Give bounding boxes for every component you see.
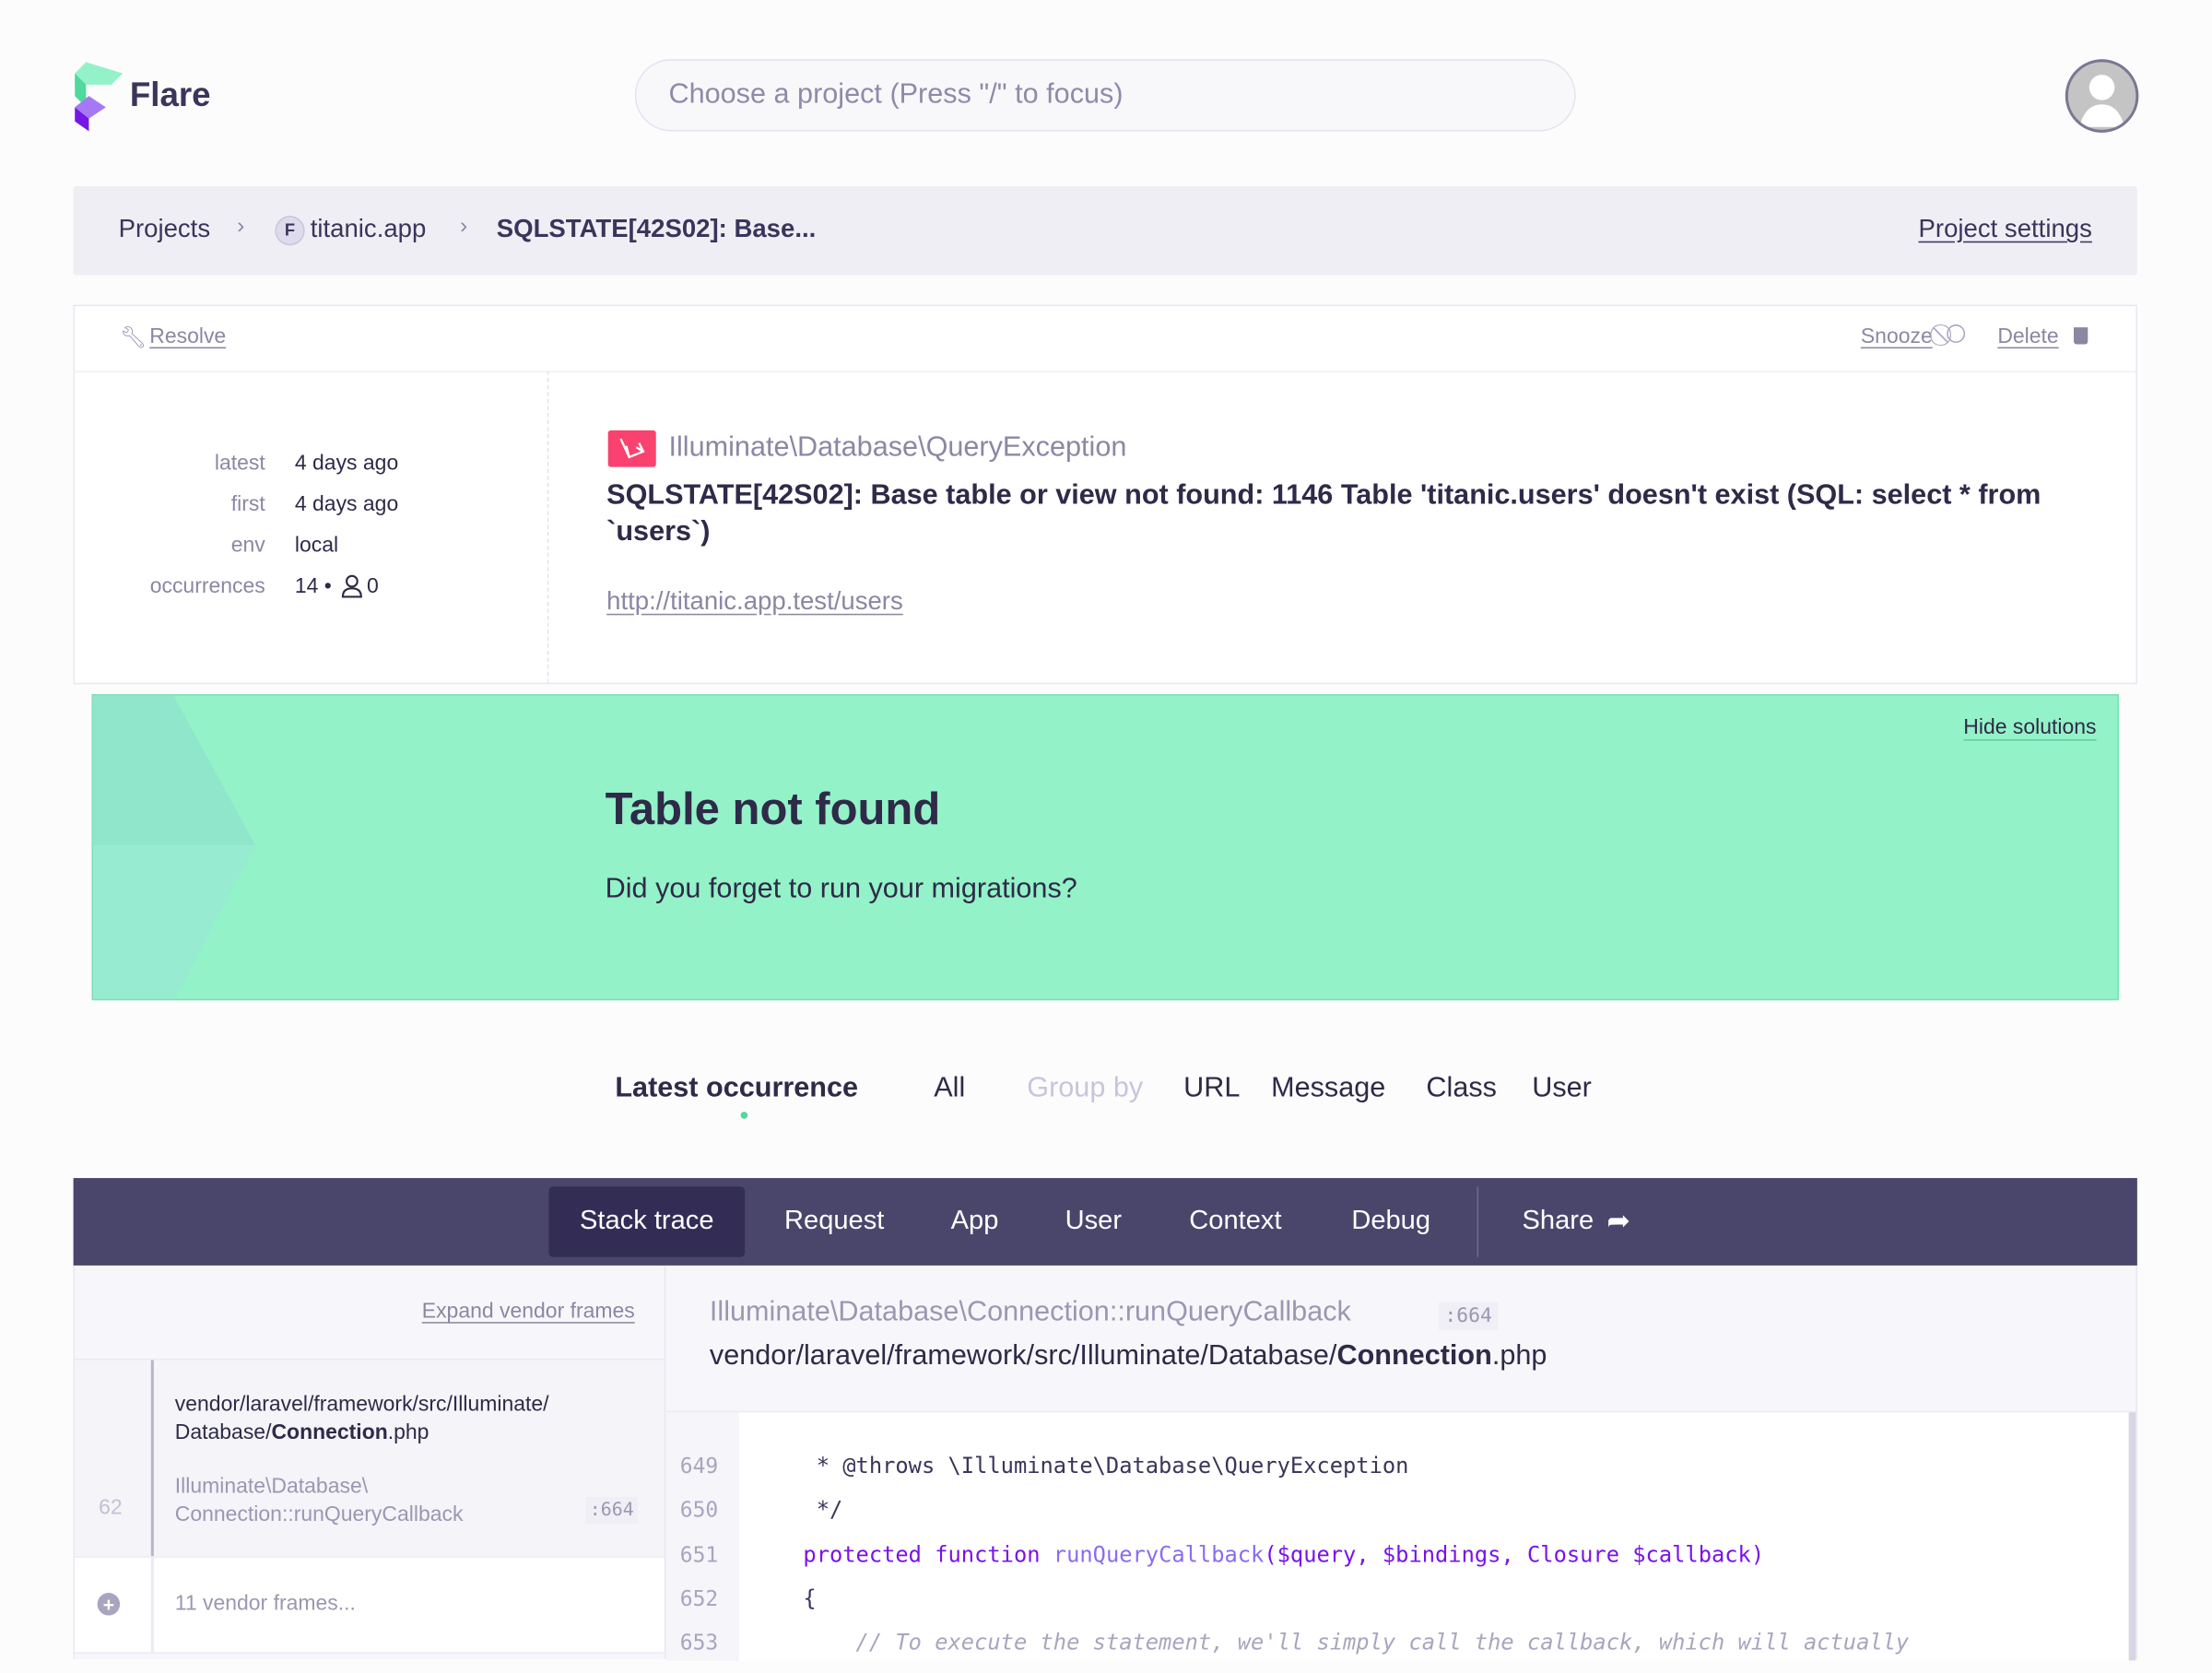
breadcrumb-current: SQLSTATE[42S02]: Base... [496,214,817,243]
solution-description: Did you forget to run your migrations? [605,873,1077,905]
error-card: 🔧︎ Resolve Snooze ⃠ Delete latest 4 days… [73,304,2137,685]
frame-number: 62 [99,1495,123,1520]
expand-vendor-frames[interactable]: Expand vendor frames [421,1299,635,1324]
delete-button[interactable]: Delete [1997,324,2059,349]
line-number: 653 [679,1629,719,1655]
tab-app[interactable]: App [950,1206,999,1236]
logo-text: Flare [129,76,211,114]
plus-circle-icon: + [97,1593,121,1616]
line-gutter [665,1412,740,1661]
group-by-message[interactable]: Message [1271,1072,1386,1103]
user-avatar[interactable] [2065,59,2139,133]
code-block: 649 * @throws \Illuminate\Database\Query… [665,1410,2136,1661]
frame-line: :664 [585,1496,639,1525]
snooze-button[interactable]: Snooze [1860,324,1933,349]
frame-ext: .php [387,1420,429,1445]
breadcrumb-project[interactable]: titanic.app [310,214,427,243]
meta-label: first [230,492,265,517]
code-params: ($query, $bindings, Closure $callback) [1264,1541,1765,1568]
project-search-input[interactable] [665,77,1518,113]
error-meta: latest 4 days ago first 4 days ago env l… [75,371,549,683]
flare-logo-icon[interactable] [75,62,124,132]
frame-file: Connection [271,1420,388,1445]
group-by-user[interactable]: User [1532,1072,1592,1103]
frame-selected[interactable]: 62 vendor/laravel/framework/src/Illumina… [75,1358,665,1558]
request-url-link[interactable]: http://titanic.app.test/users [606,586,903,616]
solution-decoration [93,695,256,999]
stack-frames: Expand vendor frames 62 vendor/laravel/f… [73,1265,665,1659]
tab-divider [1477,1186,1479,1257]
code-path-prefix: vendor/laravel/framework/src/Illuminate/… [709,1340,1337,1372]
breadcrumb-projects[interactable]: Projects [118,214,211,243]
meta-label: latest [214,451,265,476]
affected-users: 0 [366,573,379,598]
line-number: 652 [679,1585,719,1611]
wrench-icon: 🔧︎ [120,325,147,350]
code-file-path: vendor/laravel/framework/src/Illuminate/… [710,1340,1547,1373]
hide-solutions-button[interactable]: Hide solutions [1963,715,2097,740]
code-line: protected function runQueryCallback($que… [750,1542,1764,1585]
tab-all[interactable]: All [934,1072,966,1103]
exception-class: Illuminate\Database\QueryException [668,431,1127,464]
error-actions: 🔧︎ Resolve Snooze ⃠ Delete [75,306,2136,373]
snooze-circle-icon [1947,324,1966,343]
meta-label: env [230,533,265,558]
group-by-label: Group by [1027,1072,1144,1103]
frame-path: vendor/laravel/framework/src/Illuminate/… [175,1391,549,1447]
occurrence-count: 14 • [294,573,332,598]
breadcrumb: Projects › F titanic.app › SQLSTATE[42S0… [73,186,2137,276]
active-tab-indicator [740,1112,748,1119]
code-function-name: runQueryCallback [1053,1541,1265,1568]
code-viewer: Illuminate\Database\Connection::runQuery… [664,1265,2137,1661]
code-line: */ [750,1496,843,1523]
group-by-url[interactable]: URL [1183,1072,1241,1103]
code-method: Illuminate\Database\Connection::runQuery… [709,1296,1351,1328]
chevron-right-icon: › [459,214,468,239]
meta-value: 4 days ago [294,451,399,476]
code-scrollbar[interactable] [2128,1412,2136,1661]
line-number: 651 [679,1541,719,1568]
trash-icon [2073,327,2088,345]
line-number: 649 [679,1453,719,1479]
tab-request[interactable]: Request [784,1206,885,1236]
frame-indicator [150,1557,154,1653]
code-file: Connection [1336,1340,1492,1372]
user-avatar-icon [2079,75,2125,127]
project-search[interactable] [634,59,1576,132]
resolve-button[interactable]: Resolve [149,324,227,349]
meta-label: occurrences [149,573,265,598]
tab-context[interactable]: Context [1189,1206,1282,1236]
detail-tabs: Stack trace Request App User Context Deb… [73,1178,2137,1266]
exception-message: SQLSTATE[42S02]: Base table or view not … [606,479,2041,548]
code-keyword: protected function [750,1541,1053,1568]
meta-value: local [294,533,339,558]
frame-path-prefix: vendor/laravel/framework/src/Illuminate/… [174,1392,549,1445]
group-by-class[interactable]: Class [1426,1072,1497,1103]
share-button[interactable]: Share [1522,1206,1594,1236]
user-icon [341,574,362,606]
project-badge: F [275,216,305,246]
vendor-frames-collapsed[interactable]: + 11 vendor frames... [75,1556,665,1654]
solution-panel: Hide solutions Table not found Did you f… [91,694,2119,1001]
laravel-icon [607,430,656,467]
line-number: 650 [679,1496,719,1523]
meta-value: 4 days ago [294,492,399,517]
code-line: * @throws \Illuminate\Database\QueryExce… [750,1453,1409,1479]
tab-stack-trace[interactable]: Stack trace [548,1186,746,1257]
frame-indicator [150,1360,154,1558]
code-line: // To execute the statement, we'll simpl… [750,1629,1910,1655]
share-icon: ➦ [1606,1206,1631,1238]
solution-title: Table not found [605,783,941,834]
chevron-right-icon: › [237,214,245,239]
frame-method: Illuminate\Database\ Connection::runQuer… [174,1474,464,1527]
code-line: { [750,1585,817,1611]
tab-debug[interactable]: Debug [1351,1206,1431,1236]
code-ext: .php [1491,1340,1547,1372]
tab-user[interactable]: User [1065,1206,1123,1236]
project-settings-link[interactable]: Project settings [1918,214,2092,243]
vendor-frames-label: 11 vendor frames... [174,1591,356,1616]
code-line-badge: :664 [1439,1302,1499,1331]
tab-latest-occurrence[interactable]: Latest occurrence [615,1072,859,1103]
